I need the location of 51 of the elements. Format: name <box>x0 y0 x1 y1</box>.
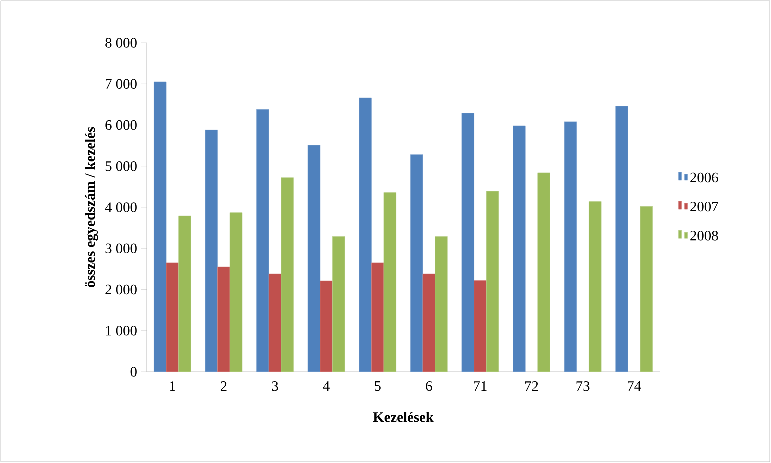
x-tick-label: 73 <box>576 382 590 392</box>
x-tick-label: 5 <box>375 382 381 392</box>
bar <box>513 126 526 372</box>
bar <box>640 206 654 372</box>
bar <box>462 113 474 372</box>
y-tick-label: 7 000 <box>106 79 137 89</box>
bar <box>256 109 270 372</box>
legend-label: 2008 <box>690 231 718 241</box>
x-tick-label: 1 <box>170 382 176 392</box>
legend-label: 2007 <box>690 202 718 212</box>
y-tick-label: 8 000 <box>106 38 137 48</box>
bar <box>154 82 167 372</box>
bar <box>230 212 243 372</box>
x-tick-label: 4 <box>323 382 330 392</box>
bar <box>538 172 550 372</box>
bar <box>178 216 192 372</box>
bar <box>422 274 436 372</box>
y-tick-label: 6 000 <box>106 120 137 130</box>
bar <box>205 130 218 372</box>
x-tick-label: 72 <box>526 382 538 392</box>
x-tick-label: 3 <box>272 382 278 392</box>
x-tick-label: 71 <box>474 382 487 392</box>
bar <box>616 106 628 372</box>
y-tick-label: 1 000 <box>106 326 137 336</box>
bar <box>589 202 602 372</box>
y-tick-label: 5 000 <box>106 162 137 172</box>
legend-label: 2006 <box>690 172 718 183</box>
x-axis-title: Kezelések <box>373 412 434 422</box>
x-tick-label: 6 <box>426 382 432 392</box>
bar <box>486 191 500 372</box>
bar <box>371 262 384 372</box>
y-tick-label: 2 000 <box>106 284 137 295</box>
bar <box>166 262 180 372</box>
bar <box>332 236 346 372</box>
bar <box>564 122 578 372</box>
bar <box>359 98 372 372</box>
x-tick-label: 74 <box>628 382 642 392</box>
y-axis-title: összes egyedszám / kezelés <box>85 127 98 288</box>
bar <box>320 280 333 372</box>
y-tick-label: 4 000 <box>105 202 137 212</box>
bar <box>474 280 487 372</box>
y-tick-label: 3 000 <box>106 244 137 254</box>
bar <box>308 145 321 372</box>
bar <box>384 192 397 372</box>
bar <box>281 178 294 372</box>
bar <box>268 274 282 372</box>
y-tick-label: 0 <box>130 367 137 377</box>
bar <box>435 236 448 372</box>
x-tick-label: 2 <box>220 382 227 392</box>
bar <box>218 266 230 372</box>
bar <box>410 154 424 372</box>
